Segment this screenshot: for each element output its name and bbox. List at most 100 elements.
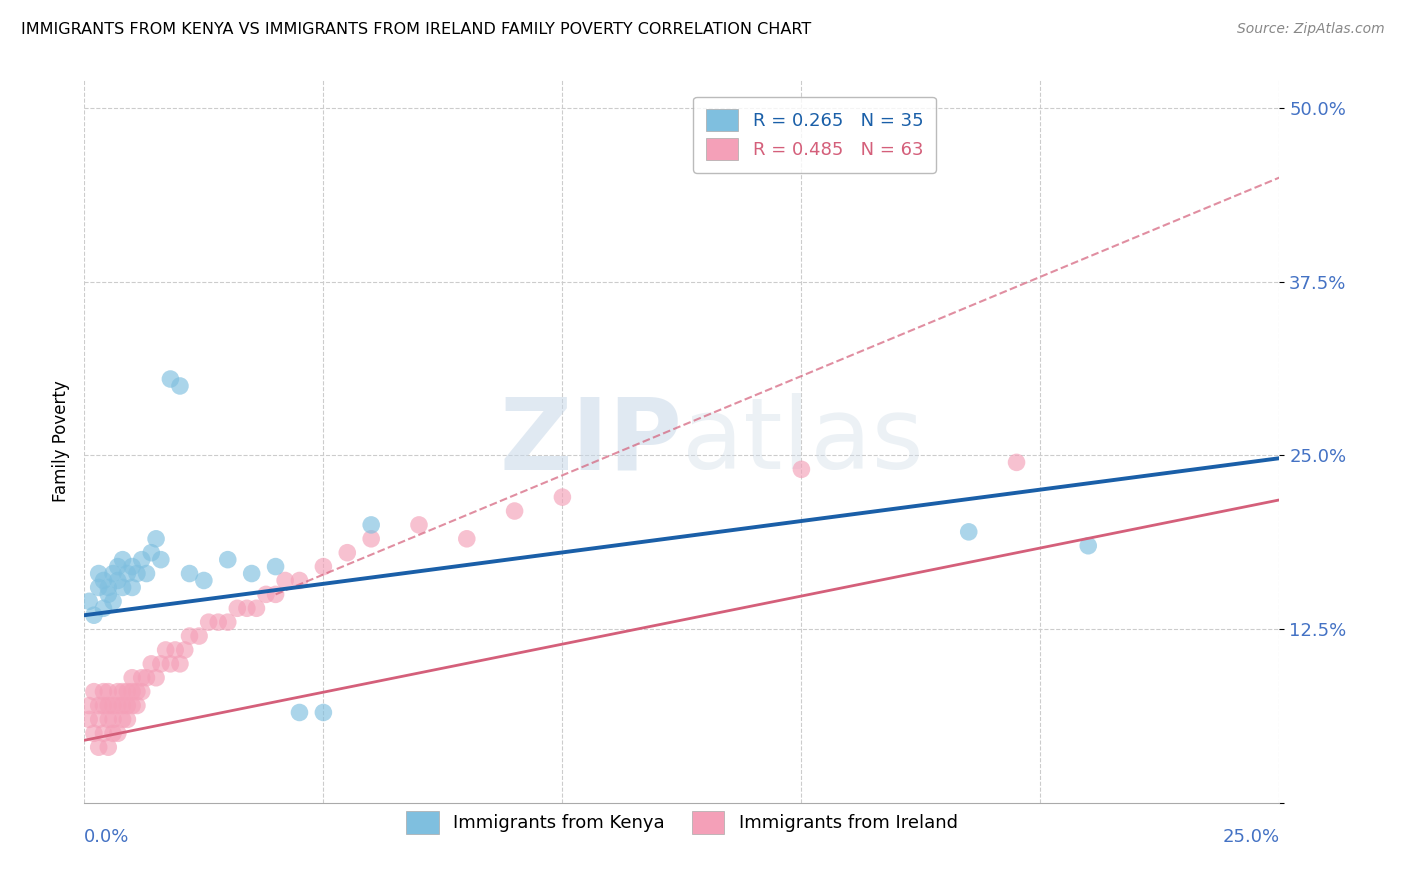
- Point: [87, 713, 110, 727]
- Y-axis label: Family Poverty: Family Poverty: [52, 381, 70, 502]
- Point: [1077, 539, 1099, 553]
- Point: [456, 532, 478, 546]
- Point: [111, 698, 134, 713]
- Point: [274, 574, 297, 588]
- Point: [551, 490, 574, 504]
- Point: [77, 594, 100, 608]
- Point: [121, 559, 143, 574]
- Text: 0.0%: 0.0%: [84, 828, 129, 847]
- Point: [87, 581, 110, 595]
- Point: [149, 552, 172, 566]
- Point: [197, 615, 219, 630]
- Text: Source: ZipAtlas.com: Source: ZipAtlas.com: [1237, 22, 1385, 37]
- Point: [131, 684, 153, 698]
- Point: [159, 372, 181, 386]
- Point: [336, 546, 359, 560]
- Point: [179, 566, 201, 581]
- Point: [141, 546, 163, 560]
- Point: [264, 587, 287, 601]
- Point: [957, 524, 980, 539]
- Point: [193, 574, 215, 588]
- Point: [111, 552, 134, 566]
- Point: [121, 671, 143, 685]
- Point: [97, 698, 120, 713]
- Point: [217, 615, 239, 630]
- Point: [101, 566, 124, 581]
- Point: [141, 657, 163, 671]
- Point: [125, 566, 148, 581]
- Point: [87, 740, 110, 755]
- Point: [408, 517, 430, 532]
- Text: ZIP: ZIP: [499, 393, 682, 490]
- Point: [121, 581, 143, 595]
- Text: atlas: atlas: [682, 393, 924, 490]
- Point: [101, 713, 124, 727]
- Point: [107, 684, 129, 698]
- Point: [264, 559, 287, 574]
- Point: [111, 713, 134, 727]
- Point: [169, 657, 191, 671]
- Point: [117, 566, 139, 581]
- Point: [97, 740, 120, 755]
- Point: [125, 698, 148, 713]
- Point: [155, 643, 177, 657]
- Point: [165, 643, 187, 657]
- Point: [93, 684, 115, 698]
- Point: [240, 566, 263, 581]
- Point: [245, 601, 267, 615]
- Point: [77, 713, 100, 727]
- Point: [360, 517, 382, 532]
- Point: [107, 698, 129, 713]
- Point: [159, 657, 181, 671]
- Point: [312, 706, 335, 720]
- Point: [135, 566, 157, 581]
- Point: [83, 608, 105, 623]
- Point: [97, 684, 120, 698]
- Point: [188, 629, 211, 643]
- Point: [288, 574, 311, 588]
- Point: [149, 657, 172, 671]
- Point: [288, 706, 311, 720]
- Point: [131, 552, 153, 566]
- Point: [97, 587, 120, 601]
- Point: [360, 532, 382, 546]
- Point: [93, 574, 115, 588]
- Point: [83, 684, 105, 698]
- Point: [145, 671, 167, 685]
- Point: [121, 698, 143, 713]
- Legend: Immigrants from Kenya, Immigrants from Ireland: Immigrants from Kenya, Immigrants from I…: [399, 805, 965, 841]
- Point: [236, 601, 259, 615]
- Point: [101, 726, 124, 740]
- Point: [93, 698, 115, 713]
- Point: [107, 726, 129, 740]
- Point: [254, 587, 277, 601]
- Point: [87, 698, 110, 713]
- Point: [83, 726, 105, 740]
- Point: [169, 379, 191, 393]
- Point: [117, 684, 139, 698]
- Point: [107, 574, 129, 588]
- Point: [111, 581, 134, 595]
- Text: IMMIGRANTS FROM KENYA VS IMMIGRANTS FROM IRELAND FAMILY POVERTY CORRELATION CHAR: IMMIGRANTS FROM KENYA VS IMMIGRANTS FROM…: [21, 22, 811, 37]
- Point: [145, 532, 167, 546]
- Point: [97, 581, 120, 595]
- Text: 25.0%: 25.0%: [1222, 828, 1279, 847]
- Point: [117, 713, 139, 727]
- Point: [107, 559, 129, 574]
- Point: [217, 552, 239, 566]
- Point: [87, 566, 110, 581]
- Point: [117, 698, 139, 713]
- Point: [1005, 455, 1028, 469]
- Point: [111, 684, 134, 698]
- Point: [226, 601, 249, 615]
- Point: [93, 726, 115, 740]
- Point: [97, 713, 120, 727]
- Point: [503, 504, 526, 518]
- Point: [125, 684, 148, 698]
- Point: [101, 594, 124, 608]
- Point: [312, 559, 335, 574]
- Point: [173, 643, 195, 657]
- Point: [77, 698, 100, 713]
- Point: [131, 671, 153, 685]
- Point: [101, 698, 124, 713]
